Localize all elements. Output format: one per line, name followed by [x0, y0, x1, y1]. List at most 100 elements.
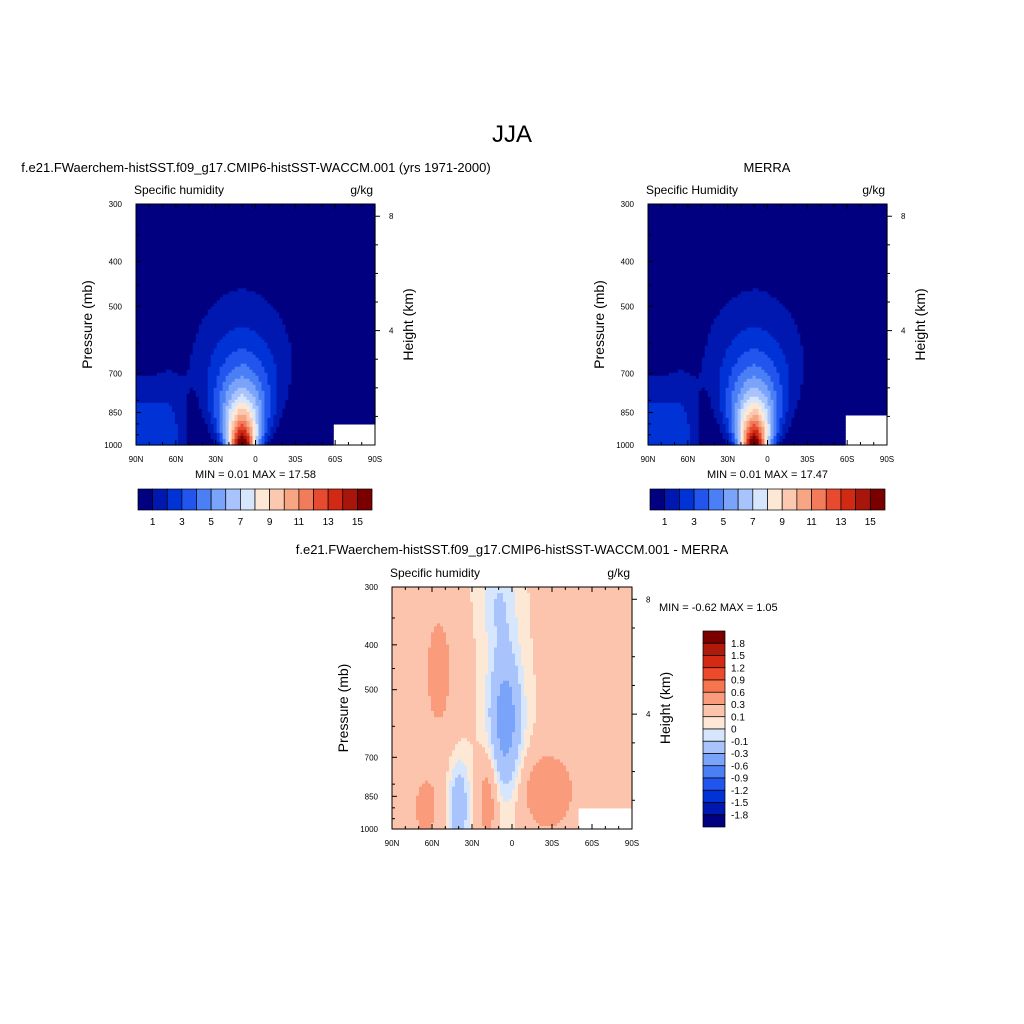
heatmap-cell: [255, 255, 260, 259]
heatmap-cell: [165, 306, 170, 311]
heatmap-cell: [198, 243, 203, 247]
heatmap-cell: [312, 366, 316, 371]
heatmap-cell: [303, 300, 307, 305]
heatmap-cell: [231, 207, 236, 211]
heatmap-cell: [150, 204, 155, 208]
heatmap-cell: [159, 357, 164, 362]
heatmap-cell: [153, 276, 158, 280]
heatmap-cell: [309, 273, 313, 277]
heatmap-cell: [162, 348, 167, 353]
heatmap-cell: [285, 315, 289, 320]
heatmap-cell: [186, 294, 191, 298]
heatmap-cell: [318, 369, 322, 374]
heatmap-cell: [189, 321, 194, 326]
heatmap-cell: [219, 339, 224, 344]
heatmap-cell: [297, 249, 301, 253]
heatmap-cell: [171, 372, 176, 377]
heatmap-cell: [234, 222, 239, 226]
heatmap-cell: [159, 351, 164, 356]
heatmap-cell: [288, 420, 292, 425]
heatmap-cell: [189, 408, 194, 413]
heatmap-cell: [297, 300, 301, 305]
heatmap-cell: [222, 297, 227, 301]
heatmap-cell: [180, 213, 185, 217]
heatmap-cell: [261, 420, 266, 425]
heatmap-cell: [258, 312, 263, 317]
heatmap-cell: [246, 279, 251, 283]
heatmap-cell: [219, 366, 224, 371]
heatmap-cell: [303, 348, 307, 353]
heatmap-cell: [141, 420, 146, 425]
heatmap-cell: [141, 228, 146, 232]
heatmap-cell: [180, 249, 185, 253]
heatmap-cell: [213, 405, 218, 410]
heatmap-cell: [219, 369, 224, 374]
heatmap-cell: [306, 300, 310, 305]
heatmap-cell: [136, 438, 140, 443]
heatmap-cell: [177, 231, 182, 235]
heatmap-cell: [183, 309, 188, 314]
heatmap-cell: [195, 393, 200, 398]
heatmap-cell: [315, 432, 319, 437]
heatmap-cell: [183, 258, 188, 262]
heatmap-cell: [183, 261, 188, 265]
heatmap-cell: [285, 318, 289, 323]
heatmap-cell: [249, 228, 254, 232]
heatmap-cell: [136, 318, 140, 323]
heatmap-cell: [165, 345, 170, 350]
heatmap-cell: [156, 333, 161, 338]
heatmap-cell: [246, 318, 251, 323]
heatmap-cell: [153, 420, 158, 425]
heatmap-cell: [279, 303, 283, 308]
heatmap-cell: [315, 264, 319, 268]
heatmap-cell: [267, 297, 272, 301]
heatmap-cell: [201, 285, 206, 289]
heatmap-cell: [186, 408, 191, 413]
heatmap-cell: [204, 381, 209, 386]
heatmap-cell: [219, 423, 224, 428]
heatmap-cell: [297, 222, 301, 226]
heatmap-cell: [267, 381, 272, 386]
heatmap-cell: [294, 300, 298, 305]
heatmap-cell: [255, 330, 260, 335]
heatmap-cell: [174, 222, 179, 226]
heatmap-cell: [216, 399, 221, 404]
heatmap-cell: [162, 216, 167, 220]
heatmap-cell: [195, 390, 200, 395]
heatmap-cell: [318, 306, 322, 311]
heatmap-cell: [195, 378, 200, 383]
heatmap-cell: [153, 309, 158, 314]
heatmap-cell: [136, 360, 140, 365]
heatmap-cell: [192, 396, 197, 401]
heatmap-cell: [153, 255, 158, 259]
heatmap-cell: [210, 204, 215, 208]
heatmap-cell: [285, 414, 289, 419]
heatmap-cell: [321, 291, 325, 295]
heatmap-cell: [222, 315, 227, 320]
heatmap-cell: [294, 258, 298, 262]
heatmap-cell: [186, 327, 191, 332]
heatmap-cell: [318, 402, 322, 407]
heatmap-cell: [246, 225, 251, 229]
heatmap-cell: [270, 423, 275, 428]
heatmap-cell: [279, 312, 283, 317]
heatmap-cell: [258, 411, 263, 416]
heatmap-cell: [237, 369, 242, 374]
heatmap-cell: [144, 360, 149, 365]
heatmap-cell: [261, 300, 266, 305]
heatmap-cell: [189, 297, 194, 301]
heatmap-cell: [279, 240, 283, 244]
heatmap-cell: [141, 414, 146, 419]
heatmap-cell: [189, 261, 194, 265]
heatmap-cell: [150, 213, 155, 217]
heatmap-cell: [198, 354, 203, 359]
heatmap-cell: [177, 300, 182, 305]
heatmap-cell: [297, 336, 301, 341]
heatmap-cell: [162, 300, 167, 305]
heatmap-cell: [207, 333, 212, 338]
heatmap-cell: [138, 354, 143, 359]
heatmap-cell: [153, 435, 158, 440]
heatmap-cell: [216, 363, 221, 368]
heatmap-cell: [249, 249, 254, 253]
heatmap-cell: [195, 273, 200, 277]
